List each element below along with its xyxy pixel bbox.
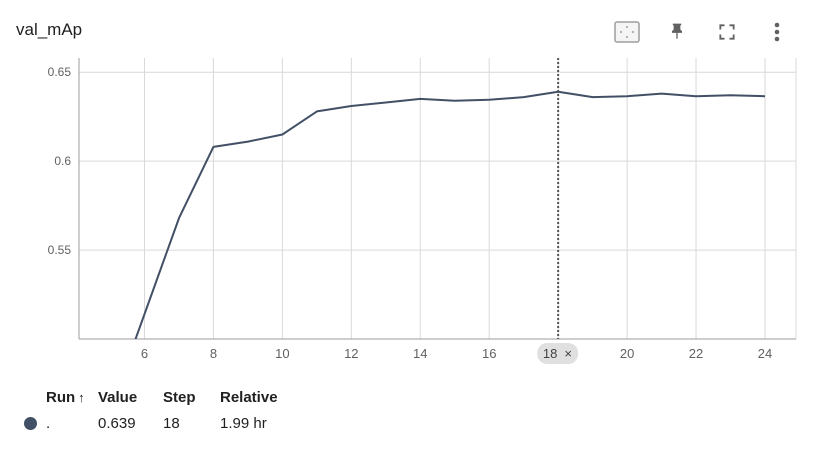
tooltip-table: Run ↑ Value Step Relative . 0.639 18 1.9… [20, 384, 340, 436]
fit-to-domain-icon [614, 21, 640, 43]
x-tick-label: 8 [210, 346, 217, 361]
card-title: val_mAp [16, 20, 83, 39]
hover-close-icon[interactable]: × [564, 346, 572, 361]
chart-area[interactable]: 0.55 0.6 0.65 6 8 10 12 14 16 20 22 24 18 × [0, 52, 822, 372]
x-tick-label: 20 [620, 346, 634, 361]
fit-domain-button[interactable] [602, 18, 652, 46]
y-tick-label: 0.55 [48, 243, 72, 257]
table-header-row: Run ↑ Value Step Relative [20, 384, 340, 410]
pin-button[interactable] [652, 18, 702, 46]
more-menu-button[interactable] [752, 18, 802, 46]
table-row: . 0.639 18 1.99 hr [0, 410, 340, 436]
run-color-dot [24, 416, 37, 430]
value-header: Value [98, 388, 138, 406]
x-tick-label: 12 [344, 346, 358, 361]
run-step: 18 [163, 414, 180, 432]
sort-arrow-icon: ↑ [78, 389, 85, 405]
run-header[interactable]: Run ↑ [20, 389, 98, 406]
y-tick-label: 0.65 [48, 65, 72, 79]
line-chart[interactable]: 0.55 0.6 0.65 6 8 10 12 14 16 20 22 24 18 × [0, 52, 822, 372]
x-tick-label: 16 [482, 346, 496, 361]
x-tick-label: 10 [275, 346, 289, 361]
x-tick-label: 14 [413, 346, 427, 361]
more-vert-icon [774, 22, 780, 42]
x-tick-label: 22 [689, 346, 703, 361]
series-line [134, 90, 766, 339]
pin-icon [672, 23, 682, 39]
run-header-label: Run [46, 388, 76, 406]
relative-header: Relative [220, 388, 278, 406]
card-toolbar [602, 18, 802, 46]
run-value: 0.639 [98, 414, 136, 432]
x-tick-label: 24 [758, 346, 772, 361]
y-tick-label: 0.6 [54, 154, 71, 168]
fullscreen-button[interactable] [702, 18, 752, 46]
hover-step-chip[interactable] [537, 343, 579, 364]
hover-step-label: 18 [543, 346, 557, 361]
run-name: . [46, 414, 51, 432]
fullscreen-icon [719, 24, 735, 40]
x-tick-label: 6 [141, 346, 148, 361]
step-header: Step [163, 388, 196, 406]
run-relative: 1.99 hr [220, 414, 267, 432]
